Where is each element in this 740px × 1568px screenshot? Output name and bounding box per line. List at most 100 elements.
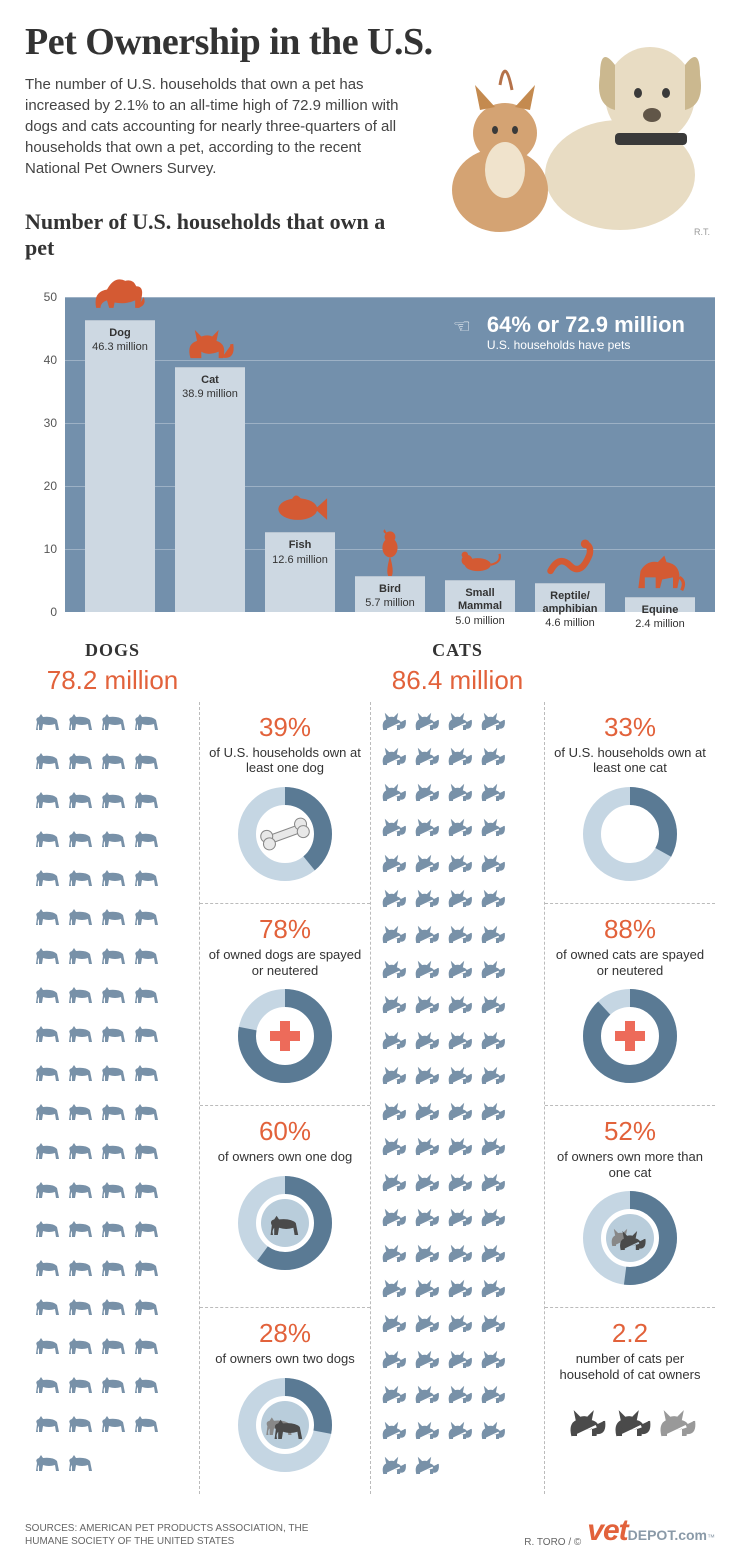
cat-silhouette-icon	[379, 1171, 409, 1193]
cat-silhouette-icon	[379, 958, 409, 980]
dog-silhouette-icon	[66, 1061, 96, 1083]
cat-silhouette-icon	[478, 1029, 508, 1051]
dog-silhouette-icon	[132, 788, 162, 810]
cat-silhouette-icon	[445, 1277, 475, 1299]
stat-icon	[208, 1173, 362, 1278]
stat-description: of owners own more than one cat	[553, 1149, 707, 1180]
cat-silhouette-icon	[478, 1419, 508, 1441]
cat-silhouette-icon	[445, 1383, 475, 1405]
dog-silhouette-icon	[132, 1256, 162, 1278]
callout-sub: U.S. households have pets	[487, 338, 685, 352]
cat-silhouette-icon	[445, 852, 475, 874]
stat-percent: 39%	[208, 712, 362, 743]
stat-description: of owners own one dog	[208, 1149, 362, 1165]
cat-silhouette-icon	[478, 781, 508, 803]
cat-silhouette-icon	[379, 1383, 409, 1405]
cat-silhouette-icon	[379, 1312, 409, 1334]
chart-title: Number of U.S. households that own a pet	[25, 209, 405, 262]
dog-silhouette-icon	[132, 749, 162, 771]
stat-description: of owned dogs are spayed or neutered	[208, 947, 362, 978]
cat-silhouette-icon	[379, 1348, 409, 1370]
dog-silhouette-icon	[66, 983, 96, 1005]
stat-icon	[553, 784, 707, 889]
dog-silhouette-icon	[66, 1373, 96, 1395]
dogs-label: DOGS	[25, 640, 200, 661]
stat-cell: 60% of owners own one dog	[200, 1106, 370, 1308]
cat-silhouette-icon	[412, 1312, 442, 1334]
dog-silhouette-icon	[132, 1412, 162, 1434]
stat-description: of U.S. households own at least one cat	[553, 745, 707, 776]
cat-silhouette-icon	[478, 816, 508, 838]
dog-silhouette-icon	[99, 1139, 129, 1161]
cats-icon-grid	[370, 702, 545, 1494]
chart-callout: ☜ 64% or 72.9 million U.S. households ha…	[487, 312, 685, 352]
bar-label: Bird 5.7 million	[355, 583, 425, 610]
cat-silhouette-icon	[445, 1171, 475, 1193]
dog-silhouette-icon	[132, 1334, 162, 1356]
bar-horse: Equine 2.4 million	[623, 597, 698, 612]
bar-label: Cat 38.9 million	[175, 374, 245, 401]
stat-description: of owned cats are spayed or neutered	[553, 947, 707, 978]
cat-silhouette-icon	[445, 816, 475, 838]
cat-silhouette-icon	[379, 1135, 409, 1157]
dog-silhouette-icon	[99, 905, 129, 927]
cat-silhouette-icon	[478, 993, 508, 1015]
y-axis: 01020304050	[25, 297, 65, 612]
cat-silhouette-icon	[412, 710, 442, 732]
cat-silhouette-icon	[379, 745, 409, 767]
snake-icon	[538, 533, 603, 583]
dog-silhouette-icon	[66, 788, 96, 810]
dog-silhouette-icon	[33, 944, 63, 966]
callout-stat: 64% or 72.9 million	[487, 312, 685, 338]
stat-percent: 28%	[208, 1318, 362, 1349]
dog-silhouette-icon	[33, 905, 63, 927]
dog-silhouette-icon	[66, 944, 96, 966]
cat-silhouette-icon	[445, 1419, 475, 1441]
dog-silhouette-icon	[132, 1295, 162, 1317]
dog-silhouette-icon	[66, 1217, 96, 1239]
dog-silhouette-icon	[99, 827, 129, 849]
dog-silhouette-icon	[99, 1334, 129, 1356]
cat-silhouette-icon	[412, 923, 442, 945]
dog-silhouette-icon	[132, 944, 162, 966]
dog-silhouette-icon	[33, 788, 63, 810]
dog-silhouette-icon	[132, 1061, 162, 1083]
cat-silhouette-icon	[412, 1419, 442, 1441]
horse-icon	[628, 547, 693, 597]
cat-silhouette-icon	[379, 1100, 409, 1122]
dog-silhouette-icon	[99, 1022, 129, 1044]
cats-total: 86.4 million	[370, 665, 545, 696]
dogs-icon-grid	[25, 702, 200, 1494]
dog-icon	[88, 270, 153, 320]
cat-silhouette-icon	[445, 923, 475, 945]
cat-silhouette-icon	[478, 923, 508, 945]
dog-silhouette-icon	[99, 1295, 129, 1317]
cat-silhouette-icon	[412, 781, 442, 803]
cat-silhouette-icon	[445, 1242, 475, 1264]
cat-silhouette-icon	[478, 1348, 508, 1370]
cat-silhouette-icon	[412, 1100, 442, 1122]
stat-description: of U.S. households own at least one dog	[208, 745, 362, 776]
dog-silhouette-icon	[66, 1139, 96, 1161]
dog-silhouette-icon	[66, 827, 96, 849]
cat-silhouette-icon	[445, 1029, 475, 1051]
cat-silhouette-icon	[412, 1383, 442, 1405]
stat-description: of owners own two dogs	[208, 1351, 362, 1367]
cat-silhouette-icon	[412, 993, 442, 1015]
dog-silhouette-icon	[33, 1061, 63, 1083]
dog-silhouette-icon	[33, 827, 63, 849]
cat-silhouette-icon	[379, 710, 409, 732]
credit-text: R. TORO / ©	[524, 1537, 581, 1548]
dog-silhouette-icon	[99, 749, 129, 771]
cat-silhouette-icon	[379, 781, 409, 803]
cat-silhouette-icon	[412, 1348, 442, 1370]
stat-percent: 2.2	[553, 1318, 707, 1349]
cat-silhouette-icon	[478, 1206, 508, 1228]
cat-silhouette-icon	[478, 710, 508, 732]
dogs-total: 78.2 million	[25, 665, 200, 696]
stat-percent: 60%	[208, 1116, 362, 1147]
cat-silhouette-icon	[412, 1135, 442, 1157]
bar-bird: Bird 5.7 million	[353, 576, 428, 612]
stat-icon	[553, 1188, 707, 1293]
stat-percent: 78%	[208, 914, 362, 945]
